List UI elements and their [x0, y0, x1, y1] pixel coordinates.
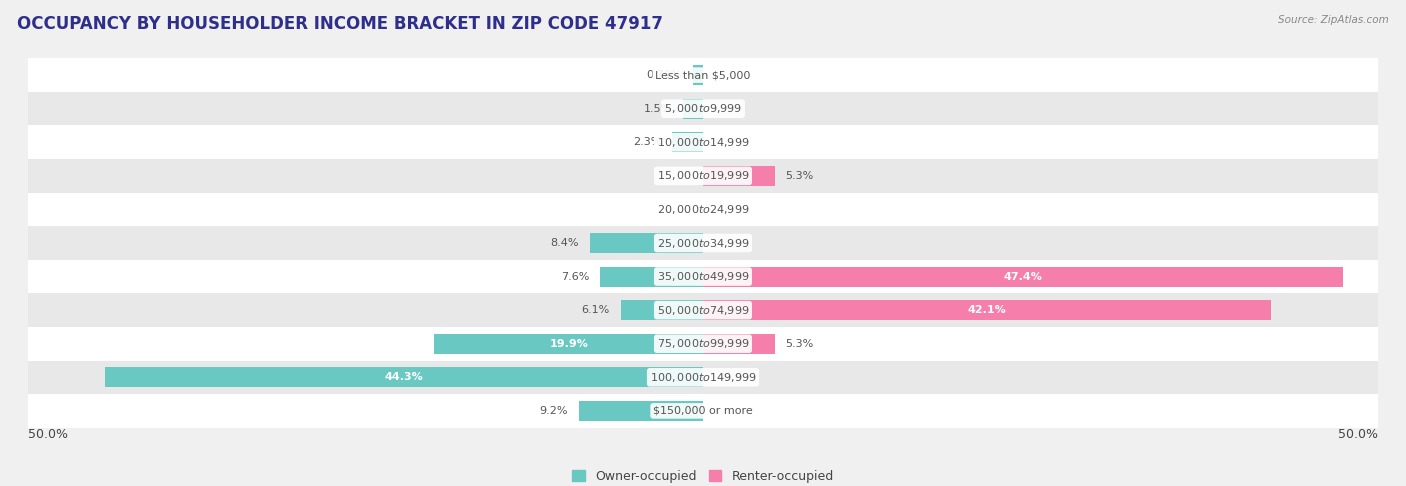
Bar: [703, 334, 775, 354]
Text: $25,000 to $34,999: $25,000 to $34,999: [657, 237, 749, 249]
Bar: [683, 99, 703, 119]
Bar: [589, 233, 703, 253]
Text: 6.1%: 6.1%: [582, 305, 610, 315]
Text: $5,000 to $9,999: $5,000 to $9,999: [664, 102, 742, 115]
Text: 44.3%: 44.3%: [385, 372, 423, 382]
Bar: [703, 266, 1343, 287]
Legend: Owner-occupied, Renter-occupied: Owner-occupied, Renter-occupied: [568, 465, 838, 486]
Bar: [28, 92, 1378, 125]
Bar: [28, 361, 1378, 394]
Bar: [28, 192, 1378, 226]
Text: $15,000 to $19,999: $15,000 to $19,999: [657, 169, 749, 182]
Text: 1.5%: 1.5%: [644, 104, 672, 114]
Text: 7.6%: 7.6%: [561, 272, 589, 281]
Text: 42.1%: 42.1%: [967, 305, 1007, 315]
Bar: [28, 125, 1378, 159]
Text: $35,000 to $49,999: $35,000 to $49,999: [657, 270, 749, 283]
Text: 50.0%: 50.0%: [1339, 428, 1378, 441]
Bar: [28, 159, 1378, 192]
Text: $20,000 to $24,999: $20,000 to $24,999: [657, 203, 749, 216]
Text: 47.4%: 47.4%: [1004, 272, 1042, 281]
Text: $150,000 or more: $150,000 or more: [654, 406, 752, 416]
Bar: [600, 266, 703, 287]
Bar: [28, 327, 1378, 361]
Bar: [28, 260, 1378, 294]
Bar: [105, 367, 703, 387]
Bar: [693, 65, 703, 85]
Text: 2.3%: 2.3%: [633, 137, 661, 147]
Bar: [28, 294, 1378, 327]
Bar: [620, 300, 703, 320]
Text: 9.2%: 9.2%: [540, 406, 568, 416]
Text: 8.4%: 8.4%: [550, 238, 579, 248]
Bar: [703, 166, 775, 186]
Text: 0.76%: 0.76%: [647, 70, 682, 80]
Text: $75,000 to $99,999: $75,000 to $99,999: [657, 337, 749, 350]
Text: Source: ZipAtlas.com: Source: ZipAtlas.com: [1278, 15, 1389, 25]
Text: Less than $5,000: Less than $5,000: [655, 70, 751, 80]
Bar: [28, 394, 1378, 428]
Text: $50,000 to $74,999: $50,000 to $74,999: [657, 304, 749, 317]
Bar: [672, 132, 703, 152]
Text: 50.0%: 50.0%: [28, 428, 67, 441]
Text: OCCUPANCY BY HOUSEHOLDER INCOME BRACKET IN ZIP CODE 47917: OCCUPANCY BY HOUSEHOLDER INCOME BRACKET …: [17, 15, 662, 33]
Text: 5.3%: 5.3%: [786, 339, 814, 349]
Text: $100,000 to $149,999: $100,000 to $149,999: [650, 371, 756, 384]
Bar: [28, 226, 1378, 260]
Bar: [703, 300, 1271, 320]
Text: 5.3%: 5.3%: [786, 171, 814, 181]
Bar: [434, 334, 703, 354]
Text: $10,000 to $14,999: $10,000 to $14,999: [657, 136, 749, 149]
Bar: [579, 401, 703, 421]
Text: 19.9%: 19.9%: [550, 339, 588, 349]
Bar: [28, 58, 1378, 92]
